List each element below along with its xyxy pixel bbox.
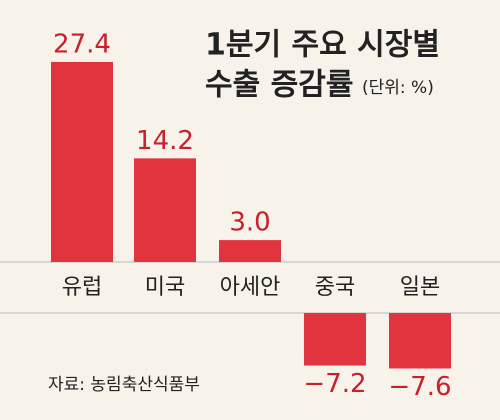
bar [219,240,281,262]
value-label: −7.2 [303,369,366,399]
source-note: 자료: 농림축산식품부 [48,375,200,395]
bar [304,313,366,366]
bar [389,313,451,369]
category-label: 아세안 [220,275,281,300]
chart-subtitle: 수출 증감률 [205,68,353,103]
category-label: 중국 [315,275,355,300]
bar [51,61,113,263]
category-label: 일본 [400,275,440,300]
category-label: 유럽 [62,275,102,300]
unit-note: (단위: %) [362,78,434,98]
value-label: 27.4 [53,29,111,59]
value-label: −7.6 [388,372,451,402]
category-label: 미국 [145,275,185,300]
value-label: 3.0 [229,208,270,238]
bar [134,158,196,262]
chart-title: 1분기 주요 시장별 [205,28,440,63]
value-label: 14.2 [136,126,194,156]
